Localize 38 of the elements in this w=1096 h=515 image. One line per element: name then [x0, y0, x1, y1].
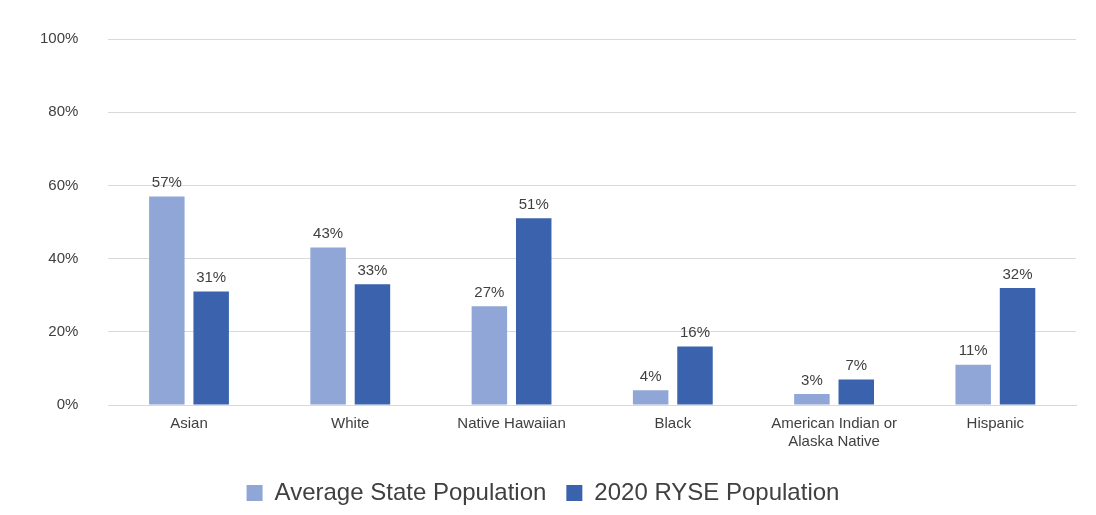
bar — [193, 291, 229, 405]
bar — [471, 306, 508, 405]
y-tick-label: 0% — [56, 395, 79, 413]
x-tick-label: Asian — [170, 414, 208, 432]
bar — [794, 394, 830, 405]
legend-label: 2020 RYSE Population — [594, 477, 840, 505]
legend-label: Average State Population — [274, 477, 547, 505]
x-tick-label: Black — [654, 414, 692, 432]
data-label: 3% — [801, 370, 823, 388]
data-label: 32% — [1002, 264, 1033, 282]
data-label: 4% — [639, 367, 662, 384]
x-tick-label: Native Hawaiian — [457, 414, 566, 432]
bar — [515, 218, 552, 405]
bar — [955, 364, 991, 405]
data-label: 43% — [313, 224, 344, 242]
data-label: 11% — [958, 341, 988, 359]
bar — [999, 287, 1036, 405]
x-tick-label: White — [331, 414, 370, 432]
bar — [838, 379, 875, 405]
data-label: 57% — [151, 173, 182, 191]
y-tick-label: 100% — [39, 29, 79, 47]
x-tick-label: Hispanic — [966, 414, 1025, 432]
y-tick-label: 20% — [48, 321, 79, 339]
y-tick-label: 60% — [48, 175, 79, 193]
data-label: 7% — [845, 356, 868, 374]
y-tick-label: 40% — [48, 248, 79, 266]
x-tick-label: American Indian or Alaska Native — [771, 414, 898, 450]
data-label: 33% — [357, 260, 388, 278]
bar — [677, 346, 713, 405]
y-tick-label: 80% — [48, 102, 79, 120]
data-label: 31% — [196, 268, 227, 286]
data-label: 27% — [474, 282, 505, 300]
bar — [632, 390, 669, 405]
data-label: 51% — [518, 194, 549, 212]
bar — [310, 247, 346, 405]
data-label: 16% — [679, 323, 711, 341]
bar — [354, 284, 391, 405]
bar — [149, 196, 185, 405]
